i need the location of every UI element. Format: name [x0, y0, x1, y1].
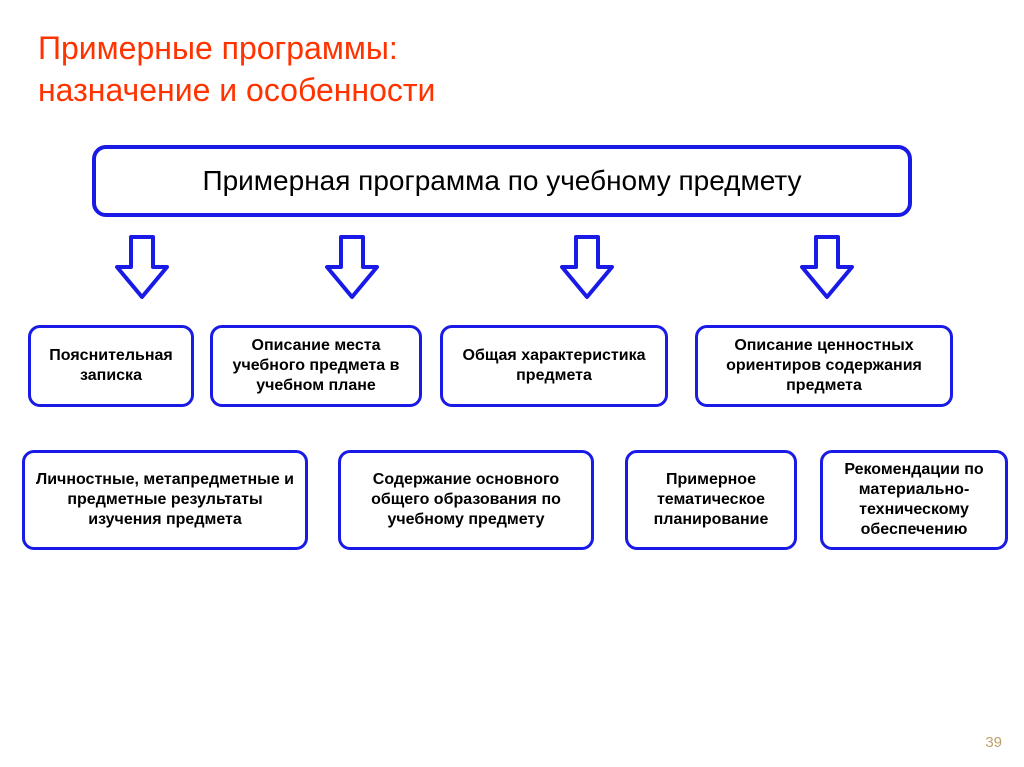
- slide-title: Примерные программы: назначение и особен…: [38, 28, 435, 111]
- mid-box-2: Общая характеристика предмета: [440, 325, 668, 407]
- mid-box-0: Пояснительная записка: [28, 325, 194, 407]
- bot-box-2: Примерное тематическое планирование: [625, 450, 797, 550]
- bot-box-3: Рекомендации по материально-техническому…: [820, 450, 1008, 550]
- mid-box-3: Описание ценностных ориентиров содержани…: [695, 325, 953, 407]
- bot-box-1: Содержание основного общего образования …: [338, 450, 594, 550]
- slide-number: 39: [985, 734, 1002, 751]
- bot-box-0: Личностные, метапредметные и предметные …: [22, 450, 308, 550]
- title-line-1: Примерные программы:: [38, 28, 435, 70]
- down-arrow-icon: [800, 235, 854, 301]
- mid-box-1: Описание места учебного предмета в учебн…: [210, 325, 422, 407]
- title-line-2: назначение и особенности: [38, 70, 435, 112]
- down-arrow-icon: [325, 235, 379, 301]
- top-box: Примерная программа по учебному предмету: [92, 145, 912, 217]
- down-arrow-icon: [115, 235, 169, 301]
- down-arrow-icon: [560, 235, 614, 301]
